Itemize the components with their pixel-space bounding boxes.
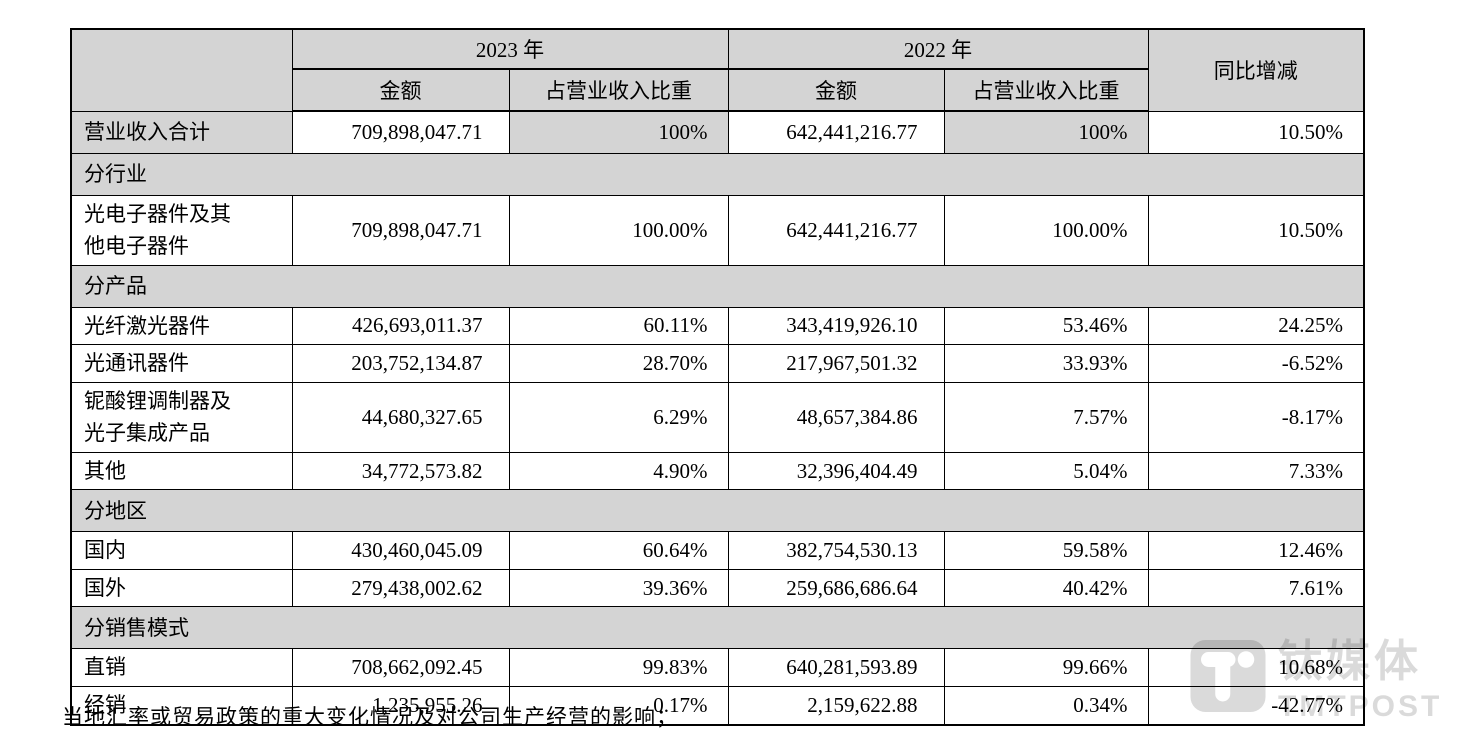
cell-yoy: 7.61% bbox=[1147, 568, 1365, 608]
cell-ratio-2022: 100.00% bbox=[943, 194, 1149, 266]
cell-ratio-2022: 59.58% bbox=[943, 531, 1149, 570]
table-row-optical-comm: 光通讯器件 203,752,134.87 28.70% 217,967,501.… bbox=[70, 344, 1365, 383]
table-row-optoelectronics: 光电子器件及其他电子器件 709,898,047.71 100.00% 642,… bbox=[70, 194, 1365, 266]
cell-label: 营业收入合计 bbox=[70, 110, 293, 154]
year-2023-header: 2023 年 bbox=[291, 28, 729, 70]
cell-yoy: -6.52% bbox=[1147, 344, 1365, 383]
section-label: 分销售模式 bbox=[70, 606, 1365, 650]
cell-ratio-2022: 53.46% bbox=[943, 306, 1149, 346]
cell-ratio-2023: 39.36% bbox=[508, 568, 729, 608]
tmtpost-logo-icon bbox=[1190, 640, 1266, 717]
cell-ratio-2023: 28.70% bbox=[508, 344, 729, 383]
cell-amount-2023: 430,460,045.09 bbox=[291, 531, 510, 570]
tmtpost-watermark: 钛媒体 TMTPOST bbox=[1190, 640, 1442, 722]
cell-label: 铌酸锂调制器及光子集成产品 bbox=[70, 381, 293, 453]
cell-amount-2023: 1,235,955.26 bbox=[291, 685, 510, 726]
cell-amount-2023: 709,898,047.71 bbox=[291, 194, 510, 266]
cell-ratio-2023: 100.00% bbox=[508, 194, 729, 266]
amount-2022-header: 金额 bbox=[727, 68, 945, 112]
section-row-product: 分产品 bbox=[70, 264, 1365, 308]
revenue-breakdown-table-wrap: 2023 年 2022 年 同比增减 金额 占营业收入比重 金额 占营业收入比重… bbox=[70, 28, 1365, 726]
table-row-distribution: 经销 1,235,955.26 0.17% 2,159,622.88 0.34%… bbox=[70, 685, 1365, 726]
cell-amount-2022: 32,396,404.49 bbox=[727, 451, 945, 491]
cell-label: 国内 bbox=[70, 531, 293, 570]
section-row-region: 分地区 bbox=[70, 489, 1365, 533]
cell-ratio-2022: 5.04% bbox=[943, 451, 1149, 491]
header-row-years: 2023 年 2022 年 同比增减 bbox=[70, 28, 1365, 112]
cell-label: 光通讯器件 bbox=[70, 344, 293, 383]
cell-ratio-2023: 60.11% bbox=[508, 306, 729, 346]
cell-label: 国外 bbox=[70, 568, 293, 608]
cell-yoy: 12.46% bbox=[1147, 531, 1365, 570]
cell-ratio-2022: 33.93% bbox=[943, 344, 1149, 383]
cell-label: 经销 bbox=[70, 685, 293, 726]
cell-ratio-2023: 0.17% bbox=[508, 685, 729, 726]
cell-yoy: 7.33% bbox=[1147, 451, 1365, 491]
table-row-other: 其他 34,772,573.82 4.90% 32,396,404.49 5.0… bbox=[70, 451, 1365, 491]
amount-2023-header: 金额 bbox=[291, 68, 510, 112]
yoy-header: 同比增减 bbox=[1147, 28, 1365, 112]
cell-label: 直销 bbox=[70, 648, 293, 687]
header-row-columns: 金额 占营业收入比重 金额 占营业收入比重 bbox=[71, 68, 1364, 112]
cell-amount-2022: 2,159,622.88 bbox=[727, 685, 945, 726]
cell-ratio-2023: 99.83% bbox=[508, 648, 729, 687]
table-row-fiber-laser: 光纤激光器件 426,693,011.37 60.11% 343,419,926… bbox=[70, 306, 1365, 346]
cell-amount-2022: 642,441,216.77 bbox=[727, 194, 945, 266]
cell-amount-2022: 640,281,593.89 bbox=[727, 648, 945, 687]
footer-note: 当地汇率或贸易政策的重大变化情况及对公司生产经营的影响； bbox=[62, 705, 678, 729]
table-row-lithium-niobate: 铌酸锂调制器及光子集成产品 44,680,327.65 6.29% 48,657… bbox=[70, 381, 1365, 453]
table-row-direct-sales: 直销 708,662,092.45 99.83% 640,281,593.89 … bbox=[70, 648, 1365, 687]
section-row-industry: 分行业 bbox=[70, 152, 1365, 196]
section-label: 分地区 bbox=[70, 489, 1365, 533]
section-label: 分产品 bbox=[70, 264, 1365, 308]
cell-yoy: 24.25% bbox=[1147, 306, 1365, 346]
cell-amount-2022: 343,419,926.10 bbox=[727, 306, 945, 346]
year-2022-header: 2022 年 bbox=[727, 28, 1149, 70]
ratio-2023-header: 占营业收入比重 bbox=[508, 68, 729, 112]
cell-yoy: 10.50% bbox=[1147, 194, 1365, 266]
cell-ratio-2023: 6.29% bbox=[508, 381, 729, 453]
cell-label: 其他 bbox=[70, 451, 293, 491]
watermark-text: 钛媒体 TMTPOST bbox=[1278, 640, 1442, 722]
cell-ratio-2022: 0.34% bbox=[943, 685, 1149, 726]
section-label: 分行业 bbox=[70, 152, 1365, 196]
cell-ratio-2022: 40.42% bbox=[943, 568, 1149, 608]
cell-yoy: 10.50% bbox=[1147, 110, 1365, 154]
cell-ratio-2022: 99.66% bbox=[943, 648, 1149, 687]
cell-ratio-2023: 60.64% bbox=[508, 531, 729, 570]
cell-ratio-2022: 100% bbox=[943, 110, 1149, 154]
table-row-overseas: 国外 279,438,002.62 39.36% 259,686,686.64 … bbox=[70, 568, 1365, 608]
cell-ratio-2023: 4.90% bbox=[508, 451, 729, 491]
cell-amount-2023: 203,752,134.87 bbox=[291, 344, 510, 383]
cell-amount-2022: 217,967,501.32 bbox=[727, 344, 945, 383]
cell-amount-2022: 259,686,686.64 bbox=[727, 568, 945, 608]
cell-label: 光纤激光器件 bbox=[70, 306, 293, 346]
cell-amount-2022: 48,657,384.86 bbox=[727, 381, 945, 453]
cell-amount-2023: 44,680,327.65 bbox=[291, 381, 510, 453]
cell-amount-2022: 642,441,216.77 bbox=[727, 110, 945, 154]
cell-label: 光电子器件及其他电子器件 bbox=[70, 194, 293, 266]
cell-amount-2023: 709,898,047.71 bbox=[291, 110, 510, 154]
watermark-cn-label: 钛媒体 bbox=[1278, 637, 1422, 686]
table-row-total: 营业收入合计 709,898,047.71 100% 642,441,216.7… bbox=[70, 110, 1365, 154]
cell-yoy: -8.17% bbox=[1147, 381, 1365, 453]
table-row-domestic: 国内 430,460,045.09 60.64% 382,754,530.13 … bbox=[70, 531, 1365, 570]
cell-amount-2023: 34,772,573.82 bbox=[291, 451, 510, 491]
section-row-sales-model: 分销售模式 bbox=[70, 606, 1365, 650]
revenue-breakdown-table: 2023 年 2022 年 同比增减 金额 占营业收入比重 金额 占营业收入比重… bbox=[70, 28, 1365, 726]
cell-amount-2023: 708,662,092.45 bbox=[291, 648, 510, 687]
cell-amount-2022: 382,754,530.13 bbox=[727, 531, 945, 570]
ratio-2022-header: 占营业收入比重 bbox=[943, 68, 1149, 112]
watermark-en-label: TMTPOST bbox=[1278, 690, 1443, 723]
cell-amount-2023: 279,438,002.62 bbox=[291, 568, 510, 608]
cell-ratio-2022: 7.57% bbox=[943, 381, 1149, 453]
cell-amount-2023: 426,693,011.37 bbox=[291, 306, 510, 346]
cell-ratio-2023: 100% bbox=[508, 110, 729, 154]
corner-cell bbox=[70, 28, 293, 112]
